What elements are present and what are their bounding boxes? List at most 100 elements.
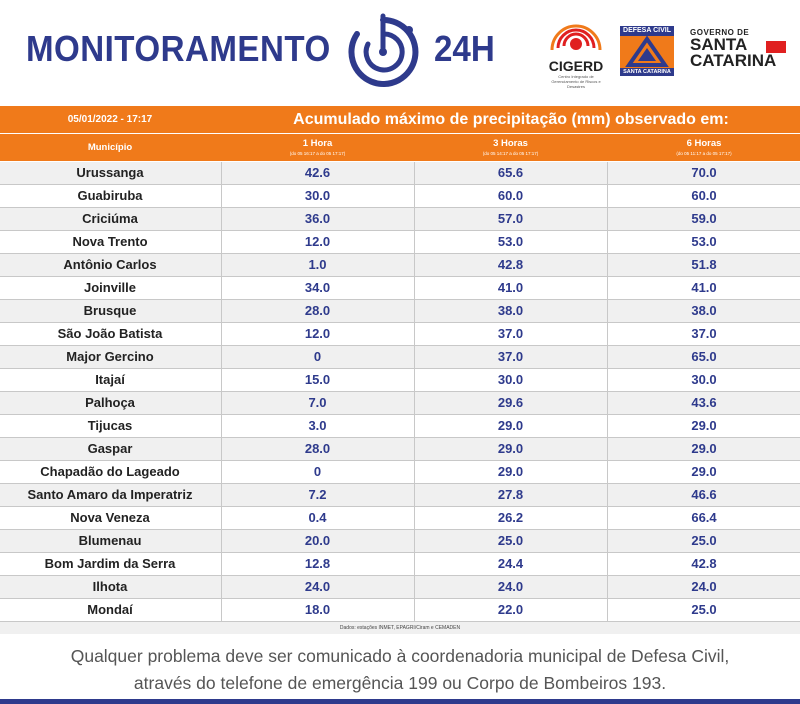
municipio-cell: Itajaí <box>95 372 125 387</box>
column-header-1h-period: (do 05 16:17 a do 05 17:17) <box>289 151 346 156</box>
precipitation-h3-cell: 24.0 <box>497 579 524 594</box>
precipitation-h3-cell: 25.0 <box>497 533 524 548</box>
precipitation-h3-cell: 29.6 <box>497 395 524 410</box>
precipitation-h1-cell: 34.0 <box>304 280 331 295</box>
table-row: Blumenau 20.0 25.0 25.0 <box>0 530 800 553</box>
municipio-cell: Guabiruba <box>77 188 143 203</box>
column-divider <box>607 576 608 599</box>
municipio-cell: Palhoça <box>85 395 135 410</box>
column-divider <box>414 208 415 231</box>
precipitation-h1-cell: 18.0 <box>304 602 331 617</box>
column-divider <box>414 300 415 323</box>
municipio-cell: Chapadão do Lageado <box>40 464 180 479</box>
municipio-cell: Major Gercino <box>66 349 154 364</box>
column-divider <box>414 530 415 553</box>
column-divider <box>221 346 222 369</box>
column-divider <box>414 277 415 300</box>
table-row: Urussanga 42.6 65.6 70.0 <box>0 162 800 185</box>
column-divider <box>221 369 222 392</box>
municipio-cell: Urussanga <box>76 165 144 180</box>
column-divider <box>607 553 608 576</box>
precipitation-h3-cell: 22.0 <box>497 602 524 617</box>
table-row: Joinville 34.0 41.0 41.0 <box>0 277 800 300</box>
precipitation-h6-cell: 38.0 <box>691 303 717 318</box>
santa-label: SANTA <box>690 35 748 54</box>
precipitation-h1-cell: 0.4 <box>308 510 327 525</box>
column-divider <box>607 231 608 254</box>
column-header-6h-label: 6 Horas <box>686 138 722 149</box>
footer-accent-bar <box>0 699 800 704</box>
column-divider <box>414 254 415 277</box>
column-divider <box>607 300 608 323</box>
municipio-cell: Gaspar <box>87 441 133 456</box>
precipitation-h6-cell: 37.0 <box>691 326 717 341</box>
table-caption: Acumulado máximo de precipitação (mm) ob… <box>293 111 729 128</box>
precipitation-h3-cell: 37.0 <box>497 326 524 341</box>
table-row: Itajaí 15.0 30.0 30.0 <box>0 369 800 392</box>
precipitation-h1-cell: 3.0 <box>308 418 327 433</box>
column-divider <box>414 576 415 599</box>
column-divider <box>221 484 222 507</box>
precipitation-h3-cell: 60.0 <box>497 188 524 203</box>
column-divider <box>221 300 222 323</box>
column-divider <box>221 599 222 622</box>
precipitation-h6-cell: 65.0 <box>691 349 717 364</box>
column-header-6h: 6 Horas (do 05 11:17 a do 05 17:17) <box>608 134 800 161</box>
report-datetime: 05/01/2022 - 17:17 <box>67 114 153 125</box>
precipitation-h3-cell: 29.0 <box>497 464 524 479</box>
precipitation-h6-cell: 66.4 <box>691 510 717 525</box>
precipitation-h3-cell: 30.0 <box>497 372 524 387</box>
precipitation-h6-cell: 46.6 <box>691 487 717 502</box>
table-row: Brusque 28.0 38.0 38.0 <box>0 300 800 323</box>
table-row: Tijucas 3.0 29.0 29.0 <box>0 415 800 438</box>
precipitation-h3-cell: 42.8 <box>497 257 524 272</box>
table-row: Criciúma 36.0 57.0 59.0 <box>0 208 800 231</box>
column-header-3h-period: (do 05 14:17 a do 05 17:17) <box>482 151 539 156</box>
precipitation-h6-cell: 24.0 <box>691 579 717 594</box>
footer: Qualquer problema deve ser comunicado à … <box>0 636 800 704</box>
column-divider <box>414 461 415 484</box>
precipitation-h6-cell: 43.6 <box>691 395 717 410</box>
column-divider <box>414 553 415 576</box>
column-divider <box>414 484 415 507</box>
column-divider <box>221 553 222 576</box>
column-divider <box>607 392 608 415</box>
precipitation-h6-cell: 25.0 <box>691 533 717 548</box>
municipio-cell: Blumenau <box>78 533 142 548</box>
precipitation-h6-cell: 30.0 <box>691 372 717 387</box>
footer-line-2: através do telefone de emergência 199 ou… <box>133 673 667 693</box>
municipio-cell: Bom Jardim da Serra <box>44 556 176 571</box>
sc-flag-icon <box>766 38 786 53</box>
precipitation-h6-cell: 41.0 <box>691 280 717 295</box>
column-divider <box>221 530 222 553</box>
column-divider <box>414 369 415 392</box>
cigerd-logo-icon <box>550 24 602 51</box>
column-header-3h: 3 Horas (do 05 14:17 a do 05 17:17) <box>415 134 606 161</box>
column-divider <box>414 507 415 530</box>
precipitation-h1-cell: 12.0 <box>304 326 331 341</box>
column-divider <box>607 530 608 553</box>
table-row: Nova Veneza 0.4 26.2 66.4 <box>0 507 800 530</box>
defesa-civil-logo: DEFESA CIVIL SANTA CATARINA <box>620 26 674 76</box>
precipitation-h1-cell: 42.6 <box>304 165 331 180</box>
column-header-municipio: Município <box>87 142 133 153</box>
precipitation-h6-cell: 29.0 <box>691 418 717 433</box>
governo-sc-logo: GOVERNO DE SANTA CATARINA <box>690 28 790 74</box>
column-divider <box>221 415 222 438</box>
precipitation-h6-cell: 60.0 <box>691 188 717 203</box>
column-divider <box>414 323 415 346</box>
table-title-row: 05/01/2022 - 17:17 Acumulado máximo de p… <box>0 106 800 133</box>
defesa-civil-bottom: SANTA CATARINA <box>620 68 674 76</box>
column-header-1h-label: 1 Hora <box>302 138 333 149</box>
column-divider <box>607 438 608 461</box>
precipitation-h1-cell: 20.0 <box>304 533 331 548</box>
precipitation-h6-cell: 29.0 <box>691 441 717 456</box>
precipitation-h1-cell: 28.0 <box>304 303 331 318</box>
precipitation-h1-cell: 7.2 <box>308 487 327 502</box>
precipitation-h3-cell: 24.4 <box>497 556 524 571</box>
precipitation-h3-cell: 41.0 <box>497 280 524 295</box>
column-divider <box>221 254 222 277</box>
precipitation-h3-cell: 29.0 <box>497 441 524 456</box>
column-divider <box>414 346 415 369</box>
table-row: Chapadão do Lageado 0 29.0 29.0 <box>0 461 800 484</box>
